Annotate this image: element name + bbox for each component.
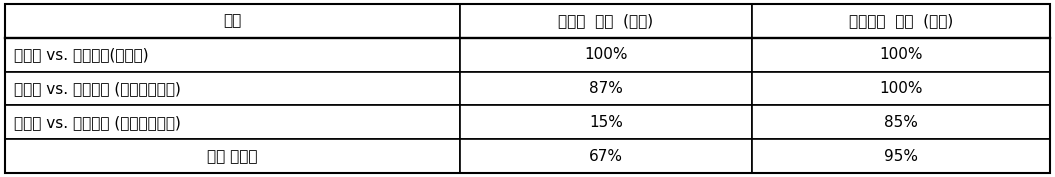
- Bar: [752, 38, 1050, 72]
- Bar: [460, 4, 752, 38]
- Bar: [752, 72, 1050, 105]
- Bar: [460, 38, 752, 72]
- Bar: [5, 139, 460, 173]
- Bar: [5, 105, 460, 139]
- Bar: [5, 38, 460, 72]
- Text: 100%: 100%: [584, 47, 628, 62]
- Text: 100%: 100%: [879, 81, 923, 96]
- Text: 15%: 15%: [589, 115, 622, 130]
- Text: 85%: 85%: [884, 115, 918, 130]
- Bar: [460, 72, 752, 105]
- Bar: [752, 139, 1050, 173]
- Text: 비명음 vs. 배경잡음(저잡음): 비명음 vs. 배경잡음(저잡음): [14, 47, 149, 62]
- Bar: [5, 72, 460, 105]
- Text: 비명음 vs. 정상음성 (高에너지음성): 비명음 vs. 정상음성 (高에너지음성): [14, 115, 180, 130]
- Text: 95%: 95%: [884, 149, 918, 164]
- Bar: [460, 139, 752, 173]
- Bar: [460, 105, 752, 139]
- Text: 100%: 100%: [879, 47, 923, 62]
- Bar: [752, 105, 1050, 139]
- Text: 에너지  기반  (기존): 에너지 기반 (기존): [558, 13, 653, 28]
- Bar: [5, 4, 460, 38]
- Text: 음향모델  기반  (제안): 음향모델 기반 (제안): [849, 13, 953, 28]
- Text: 67%: 67%: [589, 149, 622, 164]
- Bar: [752, 4, 1050, 38]
- Text: 평균 인식률: 평균 인식률: [207, 149, 257, 164]
- Text: 구분: 구분: [224, 13, 242, 28]
- Text: 비명음 vs. 정상음성 (低에너지음성): 비명음 vs. 정상음성 (低에너지음성): [14, 81, 180, 96]
- Text: 87%: 87%: [589, 81, 622, 96]
